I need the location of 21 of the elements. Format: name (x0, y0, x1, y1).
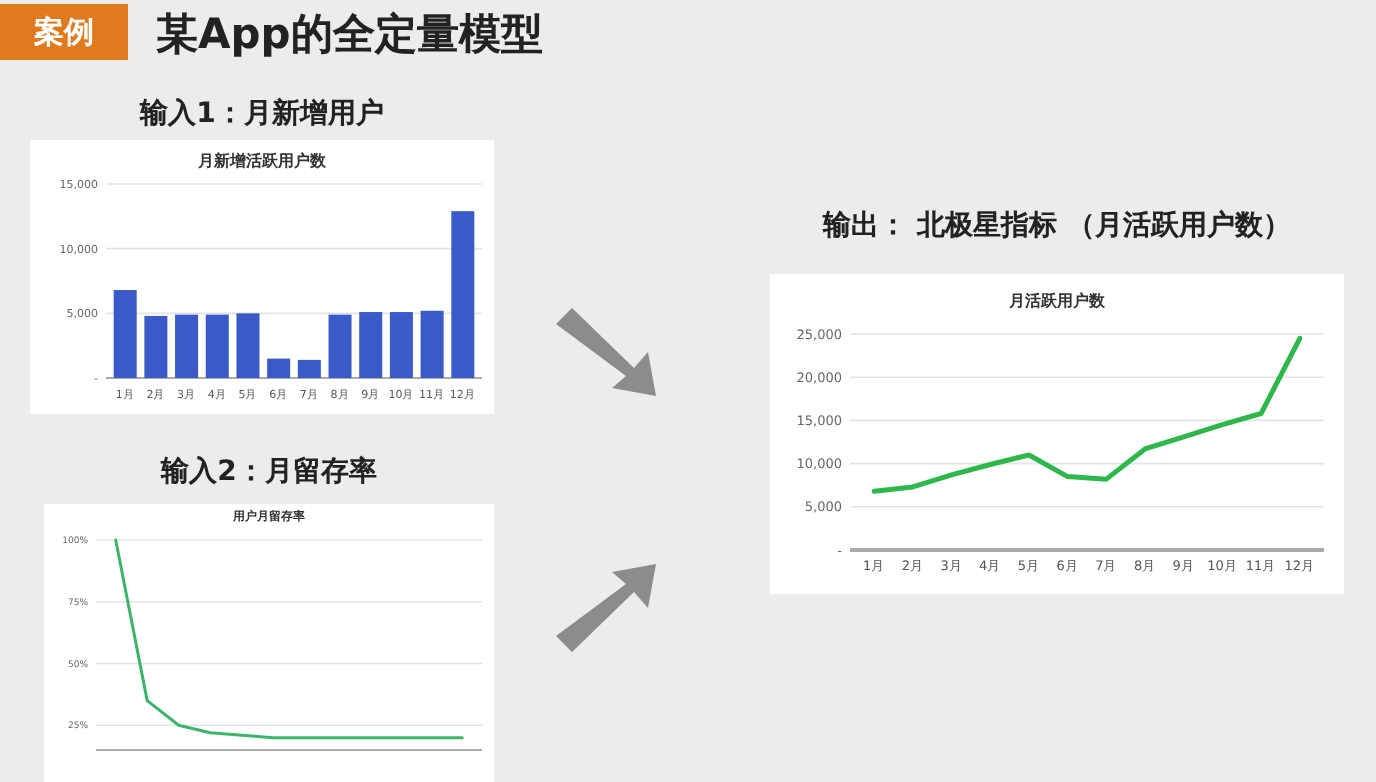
text: 案例 (32, 14, 94, 50)
bar (175, 314, 199, 378)
bar (328, 314, 352, 378)
bar (144, 315, 168, 378)
bar (451, 211, 475, 378)
bar (297, 359, 321, 378)
bar (420, 310, 444, 378)
chart-title: 输入1：月新增用户 (138, 96, 384, 130)
bar (389, 312, 413, 378)
chart-subtitle: 月新增活跃用户数 (196, 150, 328, 170)
line-series (871, 335, 1303, 494)
line-series (114, 538, 464, 740)
bar (267, 358, 291, 378)
chart-title: 输入2：月留存率 (159, 454, 377, 488)
text: 某App的全定量模型 (156, 10, 543, 58)
bar (113, 290, 137, 378)
bar (359, 312, 383, 378)
chart-title: 输出： 北极星指标 （月活跃用户数） (821, 208, 1291, 242)
bar (236, 313, 260, 378)
chart-subtitle: 月活跃用户数 (1007, 292, 1107, 310)
bar (205, 314, 229, 378)
